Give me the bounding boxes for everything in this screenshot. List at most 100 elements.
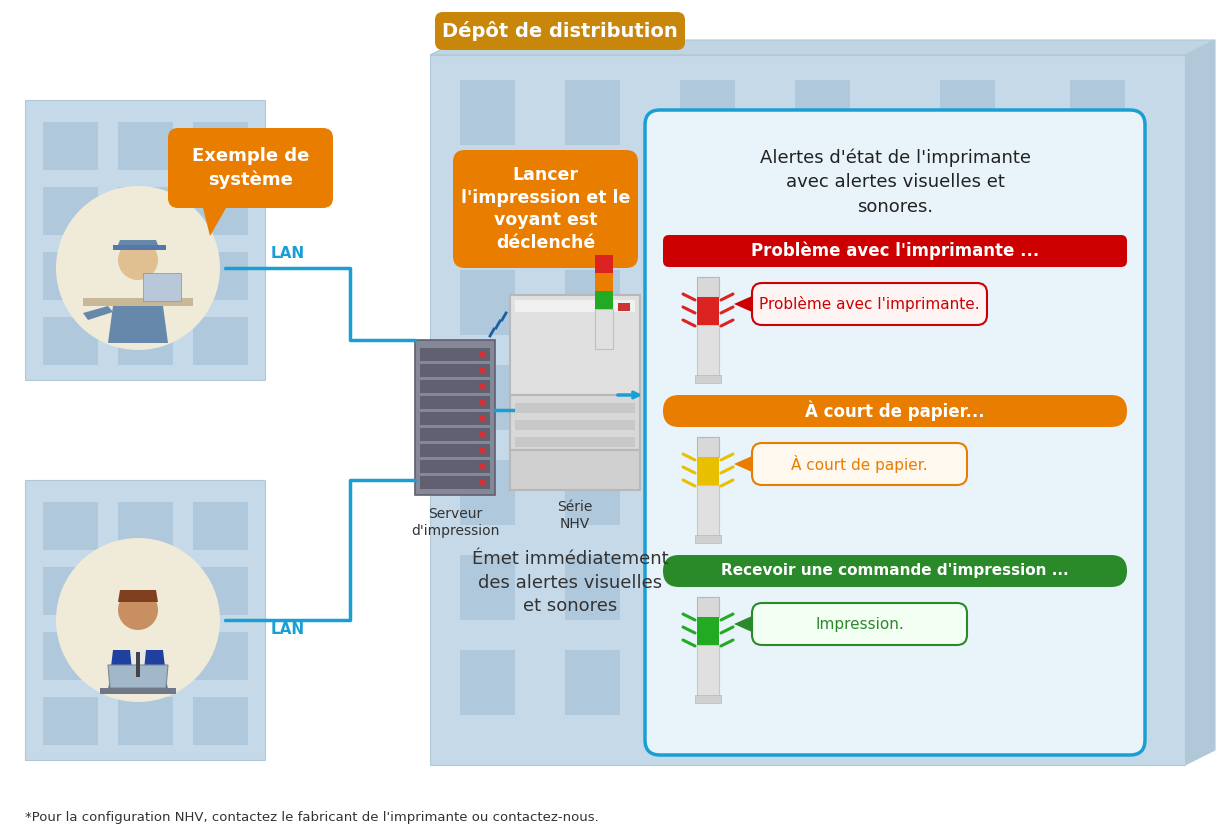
FancyBboxPatch shape <box>420 396 490 409</box>
FancyBboxPatch shape <box>479 447 486 454</box>
FancyBboxPatch shape <box>118 317 173 365</box>
Polygon shape <box>116 240 160 250</box>
FancyBboxPatch shape <box>795 175 850 240</box>
Polygon shape <box>131 650 146 680</box>
FancyBboxPatch shape <box>565 175 620 240</box>
FancyBboxPatch shape <box>460 175 515 240</box>
FancyBboxPatch shape <box>479 383 486 390</box>
FancyBboxPatch shape <box>43 122 98 170</box>
Text: LAN: LAN <box>271 622 305 637</box>
Text: Dépôt de distribution: Dépôt de distribution <box>442 21 678 41</box>
Circle shape <box>56 538 220 702</box>
FancyBboxPatch shape <box>118 187 173 235</box>
Polygon shape <box>734 296 752 312</box>
Polygon shape <box>734 616 752 632</box>
Text: À court de papier.: À court de papier. <box>792 455 928 473</box>
FancyBboxPatch shape <box>795 270 850 335</box>
FancyBboxPatch shape <box>662 235 1127 267</box>
FancyBboxPatch shape <box>100 688 176 694</box>
FancyBboxPatch shape <box>565 270 620 335</box>
FancyBboxPatch shape <box>143 273 181 301</box>
FancyBboxPatch shape <box>510 295 640 395</box>
FancyBboxPatch shape <box>680 460 734 525</box>
Text: Recevoir une commande d'impression ...: Recevoir une commande d'impression ... <box>721 564 1069 579</box>
FancyBboxPatch shape <box>795 365 850 430</box>
FancyBboxPatch shape <box>24 100 265 380</box>
Polygon shape <box>109 665 168 688</box>
FancyBboxPatch shape <box>565 460 620 525</box>
FancyBboxPatch shape <box>595 309 612 349</box>
FancyBboxPatch shape <box>939 175 996 240</box>
FancyBboxPatch shape <box>420 380 490 393</box>
Text: Serveur
d'impression: Serveur d'impression <box>411 507 499 538</box>
FancyBboxPatch shape <box>939 365 996 430</box>
Text: Impression.: Impression. <box>815 617 904 632</box>
FancyBboxPatch shape <box>939 80 996 145</box>
FancyBboxPatch shape <box>795 460 850 525</box>
FancyBboxPatch shape <box>510 395 640 450</box>
FancyBboxPatch shape <box>1070 460 1125 525</box>
FancyBboxPatch shape <box>43 317 98 365</box>
FancyBboxPatch shape <box>479 431 486 438</box>
FancyBboxPatch shape <box>752 443 967 485</box>
Polygon shape <box>113 245 166 250</box>
FancyBboxPatch shape <box>436 12 684 50</box>
FancyBboxPatch shape <box>680 270 734 335</box>
FancyBboxPatch shape <box>420 348 490 361</box>
FancyBboxPatch shape <box>118 122 173 170</box>
FancyBboxPatch shape <box>565 650 620 715</box>
FancyBboxPatch shape <box>460 270 515 335</box>
FancyBboxPatch shape <box>565 80 620 145</box>
FancyBboxPatch shape <box>695 535 721 543</box>
FancyBboxPatch shape <box>1070 270 1125 335</box>
Text: Problème avec l'imprimante.: Problème avec l'imprimante. <box>759 296 980 312</box>
FancyBboxPatch shape <box>118 252 173 300</box>
FancyBboxPatch shape <box>83 298 193 306</box>
FancyBboxPatch shape <box>24 480 265 760</box>
FancyBboxPatch shape <box>662 395 1127 427</box>
Circle shape <box>118 590 159 630</box>
FancyBboxPatch shape <box>479 367 486 374</box>
FancyBboxPatch shape <box>795 555 850 620</box>
FancyBboxPatch shape <box>135 652 140 677</box>
FancyBboxPatch shape <box>460 80 515 145</box>
Text: Émet immédiatement
des alertes visuelles
et sonores: Émet immédiatement des alertes visuelles… <box>472 550 669 615</box>
FancyBboxPatch shape <box>453 150 638 268</box>
FancyBboxPatch shape <box>193 122 248 170</box>
FancyBboxPatch shape <box>695 695 721 703</box>
FancyBboxPatch shape <box>193 317 248 365</box>
FancyBboxPatch shape <box>43 502 98 550</box>
FancyBboxPatch shape <box>420 364 490 377</box>
FancyBboxPatch shape <box>460 650 515 715</box>
FancyBboxPatch shape <box>479 463 486 470</box>
FancyBboxPatch shape <box>1070 175 1125 240</box>
FancyBboxPatch shape <box>752 603 967 645</box>
FancyBboxPatch shape <box>43 187 98 235</box>
FancyBboxPatch shape <box>118 697 173 745</box>
Text: *Pour la configuration NHV, contactez le fabricant de l'imprimante ou contactez-: *Pour la configuration NHV, contactez le… <box>24 811 599 825</box>
FancyBboxPatch shape <box>1070 555 1125 620</box>
FancyBboxPatch shape <box>697 437 719 457</box>
FancyBboxPatch shape <box>697 325 719 380</box>
FancyBboxPatch shape <box>479 399 486 406</box>
Text: LAN: LAN <box>271 246 305 261</box>
FancyBboxPatch shape <box>168 128 333 208</box>
FancyBboxPatch shape <box>697 617 719 645</box>
FancyBboxPatch shape <box>429 55 1185 765</box>
FancyBboxPatch shape <box>43 697 98 745</box>
Polygon shape <box>734 456 752 472</box>
Polygon shape <box>109 650 168 692</box>
FancyBboxPatch shape <box>515 437 634 447</box>
FancyBboxPatch shape <box>460 460 515 525</box>
FancyBboxPatch shape <box>939 650 996 715</box>
FancyBboxPatch shape <box>420 412 490 425</box>
Circle shape <box>56 186 220 350</box>
FancyBboxPatch shape <box>118 502 173 550</box>
FancyBboxPatch shape <box>193 252 248 300</box>
FancyBboxPatch shape <box>939 460 996 525</box>
FancyBboxPatch shape <box>193 567 248 615</box>
FancyBboxPatch shape <box>939 270 996 335</box>
FancyBboxPatch shape <box>680 175 734 240</box>
FancyBboxPatch shape <box>43 632 98 680</box>
Text: Problème avec l'imprimante ...: Problème avec l'imprimante ... <box>750 242 1039 260</box>
